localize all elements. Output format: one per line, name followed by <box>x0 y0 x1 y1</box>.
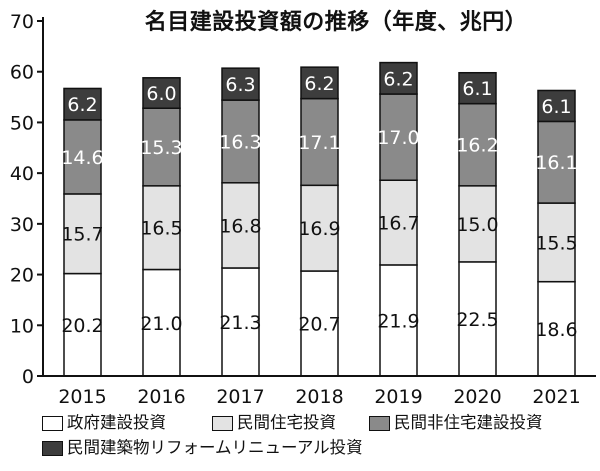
data-label: 16.2 <box>456 135 498 157</box>
legend-label: 民間建築物リフォームリニューアル投資 <box>67 438 363 457</box>
bar-segment <box>537 202 576 283</box>
y-tick-label: 30 <box>10 214 34 236</box>
y-tick-label: 60 <box>10 62 34 84</box>
data-label: 6.2 <box>67 94 97 116</box>
data-label: 16.1 <box>535 152 577 174</box>
x-tick-label: 2021 <box>532 386 580 408</box>
legend-item-private-renovation: 民間建築物リフォームリニューアル投資 <box>42 436 363 460</box>
data-label: 6.3 <box>225 74 255 96</box>
y-tick-label: 50 <box>10 112 34 134</box>
bar-segment <box>221 182 260 269</box>
bar-segment <box>300 97 339 187</box>
y-tick-label: 70 <box>10 11 34 33</box>
y-tick-label: 20 <box>10 265 34 287</box>
data-label: 6.1 <box>541 96 571 118</box>
data-label: 21.3 <box>219 312 261 334</box>
data-label: 21.0 <box>140 313 182 335</box>
y-tick-label: 40 <box>10 163 34 185</box>
data-label: 16.5 <box>140 218 182 240</box>
data-label: 16.7 <box>377 213 419 235</box>
data-label: 17.1 <box>298 132 340 154</box>
x-tick-label: 2015 <box>58 386 106 408</box>
x-tick-label: 2018 <box>295 386 343 408</box>
data-label: 6.0 <box>146 83 176 105</box>
data-label: 20.2 <box>61 315 103 337</box>
data-label: 20.7 <box>298 314 340 336</box>
data-label: 17.0 <box>377 127 419 149</box>
legend-label: 民間住宅投資 <box>237 413 336 432</box>
chart-title: 名目建設投資額の推移（年度、兆円） <box>144 10 528 35</box>
bar-segment <box>379 179 418 266</box>
legend-swatch <box>42 440 63 456</box>
x-tick-label: 2019 <box>374 386 422 408</box>
data-label: 16.9 <box>298 218 340 240</box>
legend-item-private-housing: 民間住宅投資 <box>212 411 336 435</box>
x-tick-label: 2020 <box>453 386 501 408</box>
data-label: 16.3 <box>219 131 261 153</box>
x-tick-label: 2017 <box>216 386 264 408</box>
data-label: 15.7 <box>61 224 103 246</box>
data-label: 15.0 <box>456 214 498 236</box>
bar-segment <box>379 61 418 95</box>
bar-segment <box>458 102 497 187</box>
data-label: 22.5 <box>456 309 498 331</box>
legend-swatch <box>369 415 390 431</box>
bar-segment <box>221 67 260 101</box>
legend-label: 政府建設投資 <box>67 413 166 432</box>
bar-segment <box>142 185 181 271</box>
y-tick-label: 0 <box>22 366 34 388</box>
legend-item-government: 政府建設投資 <box>42 411 166 435</box>
data-label: 21.9 <box>377 310 419 332</box>
bar-segment <box>379 264 418 377</box>
x-tick-label: 2016 <box>137 386 185 408</box>
data-label: 15.3 <box>140 137 182 159</box>
bar-segment <box>458 71 497 105</box>
legend-item-private-non-housing: 民間非住宅建設投資 <box>369 411 543 435</box>
bar-segment <box>379 93 418 181</box>
legend-label: 民間非住宅建設投資 <box>394 413 543 432</box>
data-label: 18.6 <box>535 319 577 341</box>
data-label: 6.2 <box>383 68 413 90</box>
data-label: 6.2 <box>304 73 334 95</box>
data-label: 16.8 <box>219 215 261 237</box>
bar-segment <box>458 185 497 263</box>
bar-segment <box>142 107 181 187</box>
bar-segment <box>63 87 102 121</box>
bar-segment <box>63 272 102 377</box>
data-label: 14.6 <box>61 147 103 169</box>
bar-segment <box>300 66 339 100</box>
legend-swatch <box>212 415 233 431</box>
data-label: 15.5 <box>535 232 577 254</box>
y-tick-label: 10 <box>10 315 34 337</box>
bar-segment <box>537 89 576 123</box>
legend-swatch <box>42 415 63 431</box>
data-label: 6.1 <box>462 78 492 100</box>
bar-segment <box>300 184 339 272</box>
bar-segment <box>221 99 260 184</box>
bar-segment <box>142 77 181 109</box>
bar-segment <box>537 280 576 377</box>
